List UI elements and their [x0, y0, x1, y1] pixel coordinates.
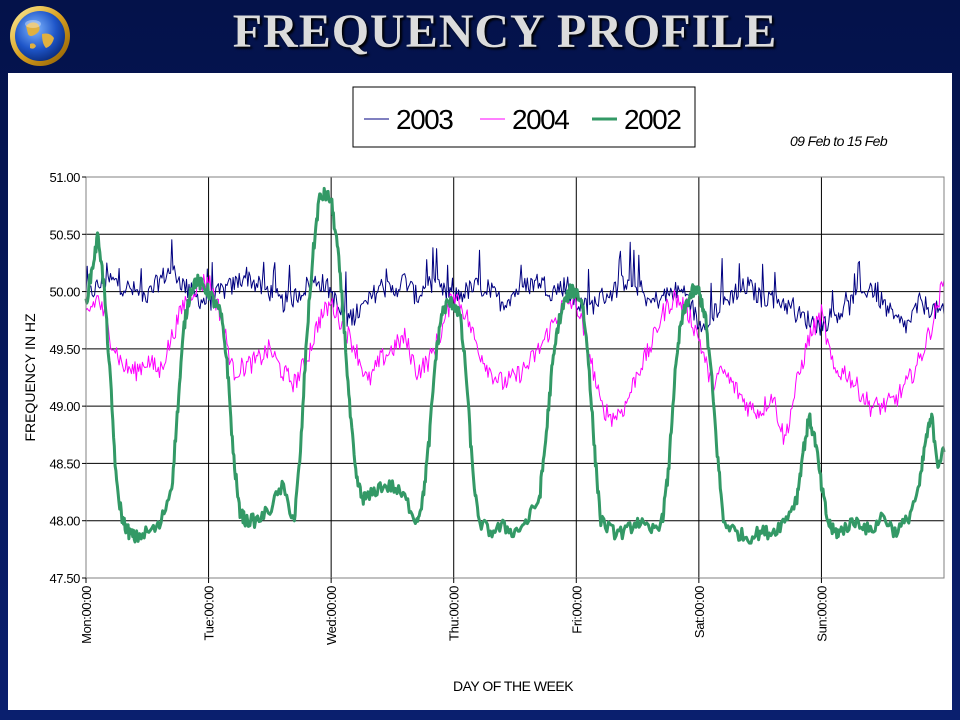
plot-border	[85, 176, 945, 579]
x-tick-label: Thu:00:00	[447, 586, 462, 641]
x-tick-label: Sun:00:00	[814, 586, 829, 642]
y-tick-label: 50.50	[49, 227, 80, 242]
legend-box	[352, 86, 696, 148]
y-tick-label: 48.50	[49, 456, 80, 471]
y-tick-label: 48.00	[49, 514, 80, 529]
y-tick-label: 49.50	[49, 342, 80, 357]
series-lines	[84, 186, 946, 545]
y-tick-label: 50.00	[49, 285, 80, 300]
legend-label: 2004	[512, 104, 569, 135]
legend-label: 2003	[396, 104, 453, 135]
x-tick-label: Tue:00:00	[202, 586, 217, 641]
chart-subtitle: 09 Feb to 15 Feb	[790, 133, 888, 149]
y-tick-label: 49.00	[49, 399, 80, 414]
x-tick-label: Wed:00:00	[324, 586, 339, 645]
y-tick-label: 47.50	[49, 571, 80, 586]
y-axis-ticks: 47.50 48.00 48.50 49.00 49.50 50.00 50.50 51.00	[49, 170, 86, 586]
y-axis-label: FREQUENCY IN HZ	[22, 313, 38, 442]
series-line-2004	[85, 273, 945, 445]
x-tick-label: Sat:00:00	[692, 586, 707, 638]
legend-label: 2002	[624, 104, 681, 135]
legend: 2003 2004 2002	[352, 86, 696, 148]
series-line-2003	[85, 239, 945, 336]
x-tick-label: Fri:00:00	[569, 586, 584, 634]
globe-icon	[10, 6, 70, 66]
slide-header: FREQUENCY PROFILE	[0, 0, 960, 70]
x-axis-ticks: Mon:00:00 Tue:00:00 Wed:00:00 Thu:00:00 Fri:…	[79, 578, 829, 645]
slide-title: FREQUENCY PROFILE	[232, 5, 778, 58]
y-tick-label: 51.00	[49, 170, 80, 185]
x-axis-label: DAY OF THE WEEK	[453, 678, 574, 694]
x-tick-label: Mon:00:00	[79, 586, 94, 644]
chart-panel: 47.50 48.00 48.50 49.00 49.50 50.00 50.50 51.00…	[8, 73, 952, 710]
frequency-chart: 47.50 48.00 48.50 49.00 49.50 50.00 50.50 51.00…	[22, 86, 946, 694]
series-line-2002	[84, 186, 946, 545]
